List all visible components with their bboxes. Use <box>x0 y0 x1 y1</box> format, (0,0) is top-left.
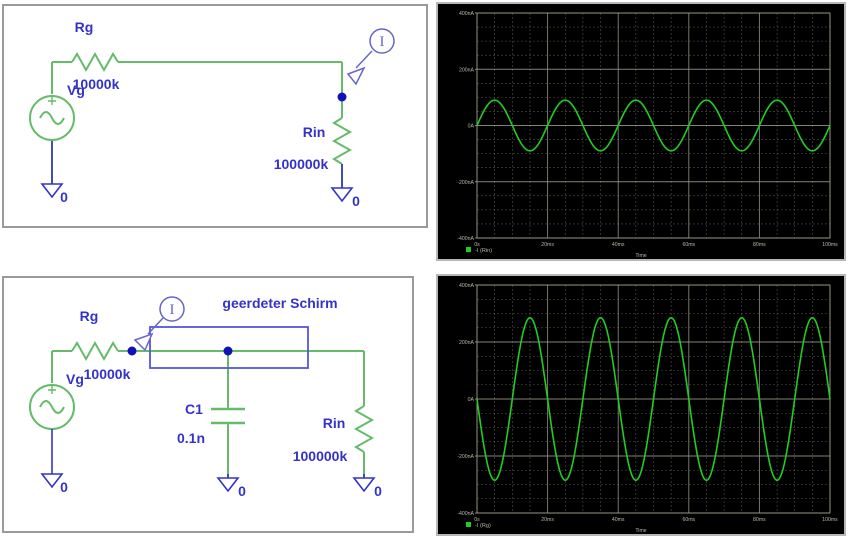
x-tick-label: 80ms <box>753 242 766 248</box>
wire-group <box>51 340 375 478</box>
ground-group <box>40 429 376 493</box>
legend-label[interactable]: -I (Rg) <box>475 523 491 529</box>
label-vg: Vg <box>66 371 84 387</box>
x-tick-label: 100ms <box>822 517 838 523</box>
y-tick-label: -200nA <box>457 180 474 186</box>
capacitor-symbol <box>211 407 245 425</box>
x-tick-label: 40ms <box>612 242 625 248</box>
circuit-bottom-svg: I Rg 10000k Vg C1 0.1n Rin 100000k geerd… <box>29 295 382 499</box>
x-tick-label: 60ms <box>682 242 695 248</box>
label-c1: C1 <box>185 401 203 417</box>
x-tick-label: 20ms <box>541 517 554 523</box>
x-tick-label: 60ms <box>682 517 695 523</box>
y-tick-label: 0A <box>468 397 475 403</box>
plot-background <box>438 4 844 259</box>
circuit-top-svg: I Rg 10000k Vg Rin 100000k 0 0 <box>29 19 395 209</box>
y-tick-label: 400nA <box>459 283 475 289</box>
label-ground-mid: 0 <box>238 483 246 499</box>
x-tick-label: 0s <box>474 242 480 248</box>
probe-node-dot <box>337 92 347 102</box>
x-tick-label: 80ms <box>753 517 766 523</box>
legend-color-swatch <box>466 522 471 527</box>
label-rg-value: 10000k <box>73 76 120 92</box>
label-c1-value: 0.1n <box>177 430 205 446</box>
shield-node-dot <box>223 346 233 356</box>
label-ground-left: 0 <box>60 189 68 205</box>
y-tick-label: -400nA <box>457 511 474 517</box>
y-tick-label: 400nA <box>459 11 475 17</box>
label-ground-right: 0 <box>374 483 382 499</box>
legend-label[interactable]: -I (Rin) <box>475 248 492 254</box>
y-tick-label: -200nA <box>457 454 474 460</box>
y-tick-label: -400nA <box>457 236 474 242</box>
label-rin-value: 100000k <box>274 156 329 172</box>
signal-trace <box>476 99 831 152</box>
x-axis-title: Time <box>635 253 646 259</box>
ground-group <box>40 141 354 203</box>
x-tick-label: 20ms <box>541 242 554 248</box>
legend-color-swatch <box>466 247 471 252</box>
x-tick-label: 100ms <box>822 242 838 248</box>
current-probe-label: I <box>380 34 385 50</box>
current-probe-label: I <box>170 302 175 318</box>
label-shield: geerdeter Schirm <box>222 295 337 311</box>
ac-source-symbol <box>29 384 75 430</box>
circuit-diagram-shielded: I Rg 10000k Vg C1 0.1n Rin 100000k geerd… <box>2 276 414 533</box>
circuit-diagram-unshielded: I Rg 10000k Vg Rin 100000k 0 0 <box>2 4 428 228</box>
shield-box <box>149 326 309 369</box>
x-tick-label: 40ms <box>612 517 625 523</box>
label-ground-right: 0 <box>352 193 360 209</box>
label-rin: Rin <box>323 415 346 431</box>
current-probe-icon: I <box>133 296 185 352</box>
label-rg: Rg <box>75 19 94 35</box>
probe-node-dot <box>127 346 137 356</box>
plot-background <box>438 276 844 534</box>
label-rin-value: 100000k <box>293 448 348 464</box>
x-tick-label: 0s <box>474 517 480 523</box>
waveform-plot-bottom: 400nA 200nA 0A -200nA -400nA 0s 20ms 40ms 60ms 80… <box>436 274 846 536</box>
y-tick-label: 200nA <box>459 67 475 73</box>
current-probe-icon: I <box>346 28 395 86</box>
label-ground-left: 0 <box>60 479 68 495</box>
ac-source-symbol <box>29 95 75 141</box>
y-tick-label: 200nA <box>459 340 475 346</box>
y-tick-label: 0A <box>468 124 475 130</box>
label-vg: Vg <box>67 82 85 98</box>
label-rg: Rg <box>80 308 99 324</box>
label-rin: Rin <box>303 124 326 140</box>
signal-trace <box>476 316 831 482</box>
waveform-plot-top: 400nA 200nA 0A -200nA -400nA 0s 20ms 40ms 60ms 80… <box>436 2 846 261</box>
x-axis-title: Time <box>635 528 646 534</box>
label-rg-value: 10000k <box>84 366 131 382</box>
